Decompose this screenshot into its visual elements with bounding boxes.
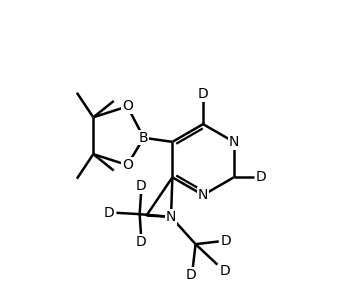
Text: D: D (219, 264, 230, 278)
Text: D: D (221, 234, 232, 248)
Text: O: O (122, 99, 133, 113)
Text: D: D (136, 235, 146, 249)
Text: N: N (228, 135, 239, 149)
Text: B: B (139, 131, 149, 145)
Text: D: D (136, 179, 146, 193)
Text: D: D (104, 206, 115, 220)
Text: N: N (198, 188, 208, 202)
Text: O: O (122, 158, 133, 172)
Text: N: N (166, 210, 176, 224)
Text: D: D (256, 170, 266, 184)
Text: D: D (186, 268, 197, 282)
Text: D: D (198, 87, 209, 101)
